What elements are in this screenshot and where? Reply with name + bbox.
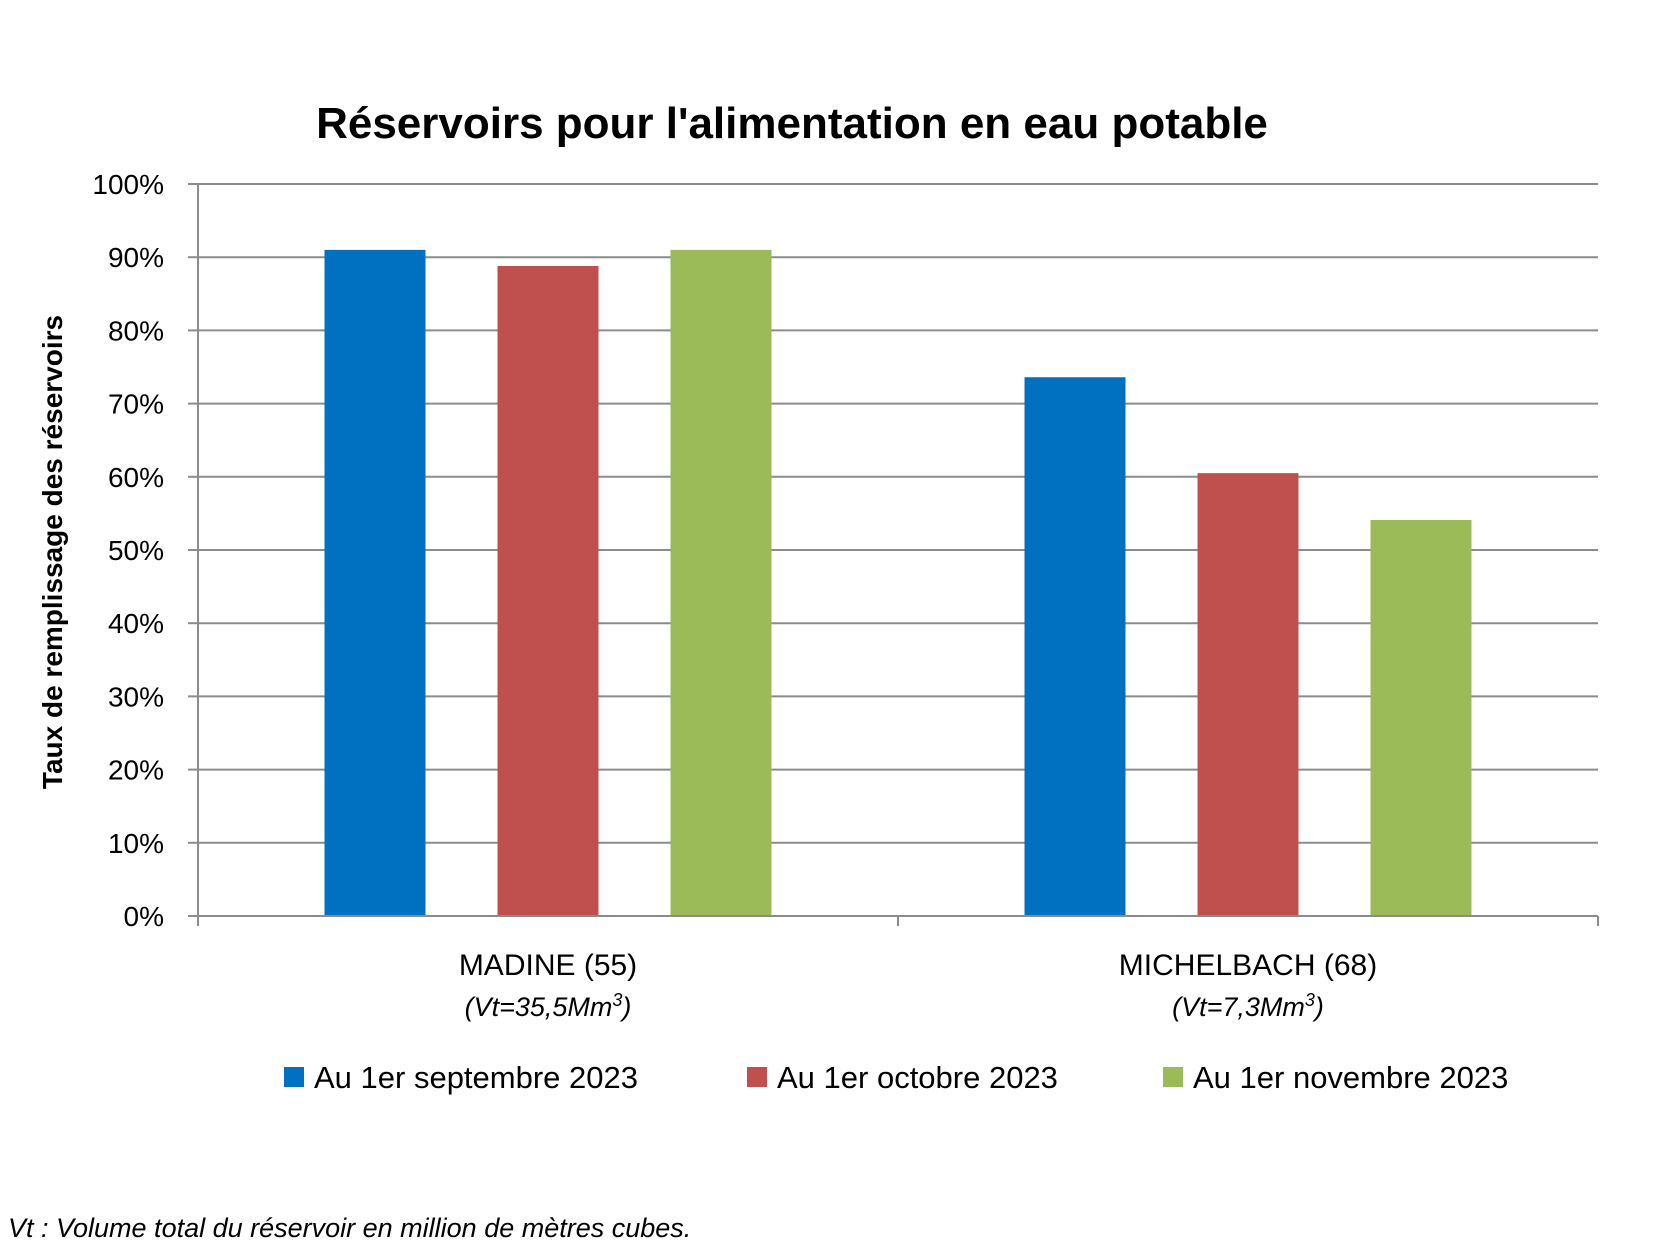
y-tick-label: 10% — [108, 828, 164, 859]
y-tick-label: 90% — [108, 242, 164, 273]
y-tick-label: 30% — [108, 681, 164, 712]
legend-label: Au 1er octobre 2023 — [777, 1060, 1058, 1095]
category-sublabel: (Vt=7,3Mm3) — [1172, 990, 1324, 1022]
y-tick-label: 70% — [108, 389, 164, 420]
legend-swatch — [284, 1067, 304, 1087]
chart-title: Réservoirs pour l'alimentation en eau po… — [316, 99, 1268, 148]
category-label: MADINE (55) — [459, 949, 637, 982]
y-axis-ticks: 0% 10% 20% 30% 40% 50% 60% 70% 80% 90% 100% — [92, 169, 198, 932]
bar — [1370, 519, 1472, 916]
bar — [497, 265, 599, 916]
category-sublabel: (Vt=35,5Mm3) — [465, 990, 632, 1022]
y-tick-label: 50% — [108, 535, 164, 566]
legend-swatch — [747, 1067, 767, 1087]
legend-label: Au 1er novembre 2023 — [1193, 1060, 1508, 1095]
y-axis-label: Taux de remplissage des réservoirs — [37, 315, 68, 789]
y-tick-label: 20% — [108, 755, 164, 786]
axes — [197, 184, 1599, 926]
category-labels: MADINE (55) (Vt=35,5Mm3) MICHELBACH (68) (V… — [459, 949, 1377, 1022]
footnote: Vt : Volume total du réservoir en millio… — [8, 1213, 691, 1243]
y-tick-label: 60% — [108, 462, 164, 493]
legend: Au 1er septembre 2023 Au 1er octobre 2023… — [284, 1060, 1508, 1095]
gridlines — [198, 183, 1598, 844]
bar — [324, 249, 426, 916]
y-tick-label: 40% — [108, 608, 164, 639]
legend-label: Au 1er septembre 2023 — [314, 1060, 638, 1095]
bar — [670, 249, 772, 916]
bar — [1024, 377, 1126, 916]
legend-swatch — [1163, 1067, 1183, 1087]
y-tick-label: 0% — [124, 901, 164, 932]
bar — [1197, 473, 1299, 916]
bars — [324, 249, 1472, 916]
y-tick-label: 80% — [108, 315, 164, 346]
y-tick-label: 100% — [92, 169, 164, 200]
category-label: MICHELBACH (68) — [1119, 949, 1377, 982]
